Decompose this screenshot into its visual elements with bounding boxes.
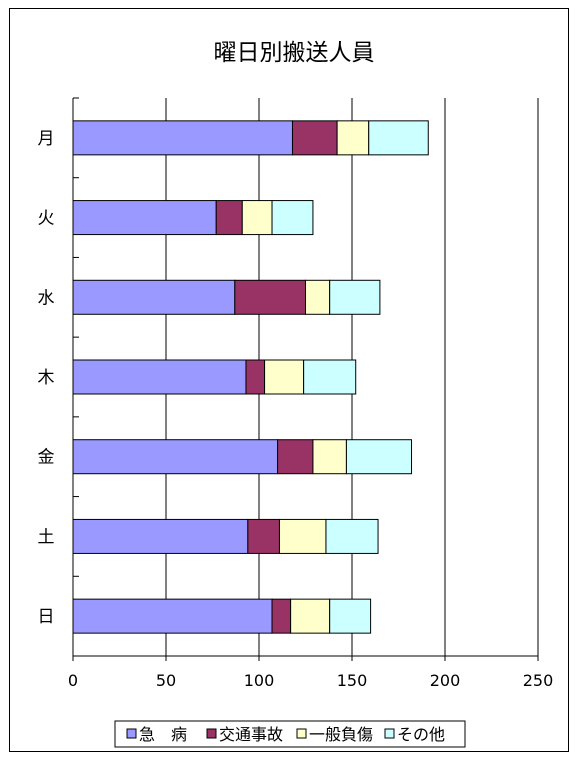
bar-3-3	[303, 359, 357, 395]
legend-label-1: 交通事故	[219, 725, 283, 744]
legend-label-3: その他	[397, 725, 445, 744]
category-label-4: 金	[38, 448, 55, 468]
category-label-2: 水	[38, 288, 55, 308]
bar-4-0	[72, 439, 279, 475]
x-tick-label-3: 150	[337, 671, 368, 690]
x-tick-label-5: 250	[523, 671, 554, 690]
bar-4-1	[277, 439, 314, 475]
legend-swatch-3	[384, 728, 395, 739]
legend-box	[114, 720, 466, 748]
legend-swatch-1	[206, 728, 217, 739]
bar-0-0	[72, 120, 293, 156]
legend: 急 病 交通事故 一般負傷 その他	[114, 720, 466, 748]
category-label-6: 日	[38, 607, 55, 627]
bar-6-3	[329, 598, 372, 634]
bar-3-0	[72, 359, 247, 395]
category-label-1: 火	[38, 209, 55, 229]
bar-5-1	[247, 518, 280, 554]
bar-4-2	[312, 439, 347, 475]
legend-label-2: 一般負傷	[309, 725, 373, 744]
bar-1-1	[215, 200, 243, 236]
x-tick-label-2: 100	[244, 671, 275, 690]
bar-4-3	[345, 439, 413, 475]
bar-2-0	[72, 279, 236, 315]
bar-5-0	[72, 518, 249, 554]
chart-title: 曜日別搬送人員	[214, 40, 375, 66]
legend-label-0: 急 病	[139, 725, 187, 744]
category-label-5: 土	[38, 527, 55, 547]
bar-6-2	[290, 598, 331, 634]
bar-5-2	[278, 518, 327, 554]
legend-swatch-2	[296, 728, 307, 739]
bar-2-2	[305, 279, 331, 315]
bar-1-3	[271, 200, 314, 236]
bar-0-2	[336, 120, 370, 156]
bar-0-1	[291, 120, 338, 156]
bar-3-2	[264, 359, 305, 395]
category-label-3: 木	[38, 368, 55, 388]
bar-6-0	[72, 598, 273, 634]
bar-1-2	[241, 200, 273, 236]
bar-6-1	[271, 598, 292, 634]
bar-5-3	[325, 518, 379, 554]
legend-swatch-0	[126, 728, 137, 739]
x-tick-label-4: 200	[430, 671, 461, 690]
bar-0-3	[368, 120, 429, 156]
bar-3-1	[245, 359, 266, 395]
bar-2-3	[329, 279, 381, 315]
category-label-0: 月	[38, 129, 55, 149]
bar-1-0	[72, 200, 217, 236]
bar-2-1	[234, 279, 307, 315]
x-tick-label-1: 50	[156, 671, 176, 690]
x-tick-label-0: 0	[68, 671, 78, 690]
